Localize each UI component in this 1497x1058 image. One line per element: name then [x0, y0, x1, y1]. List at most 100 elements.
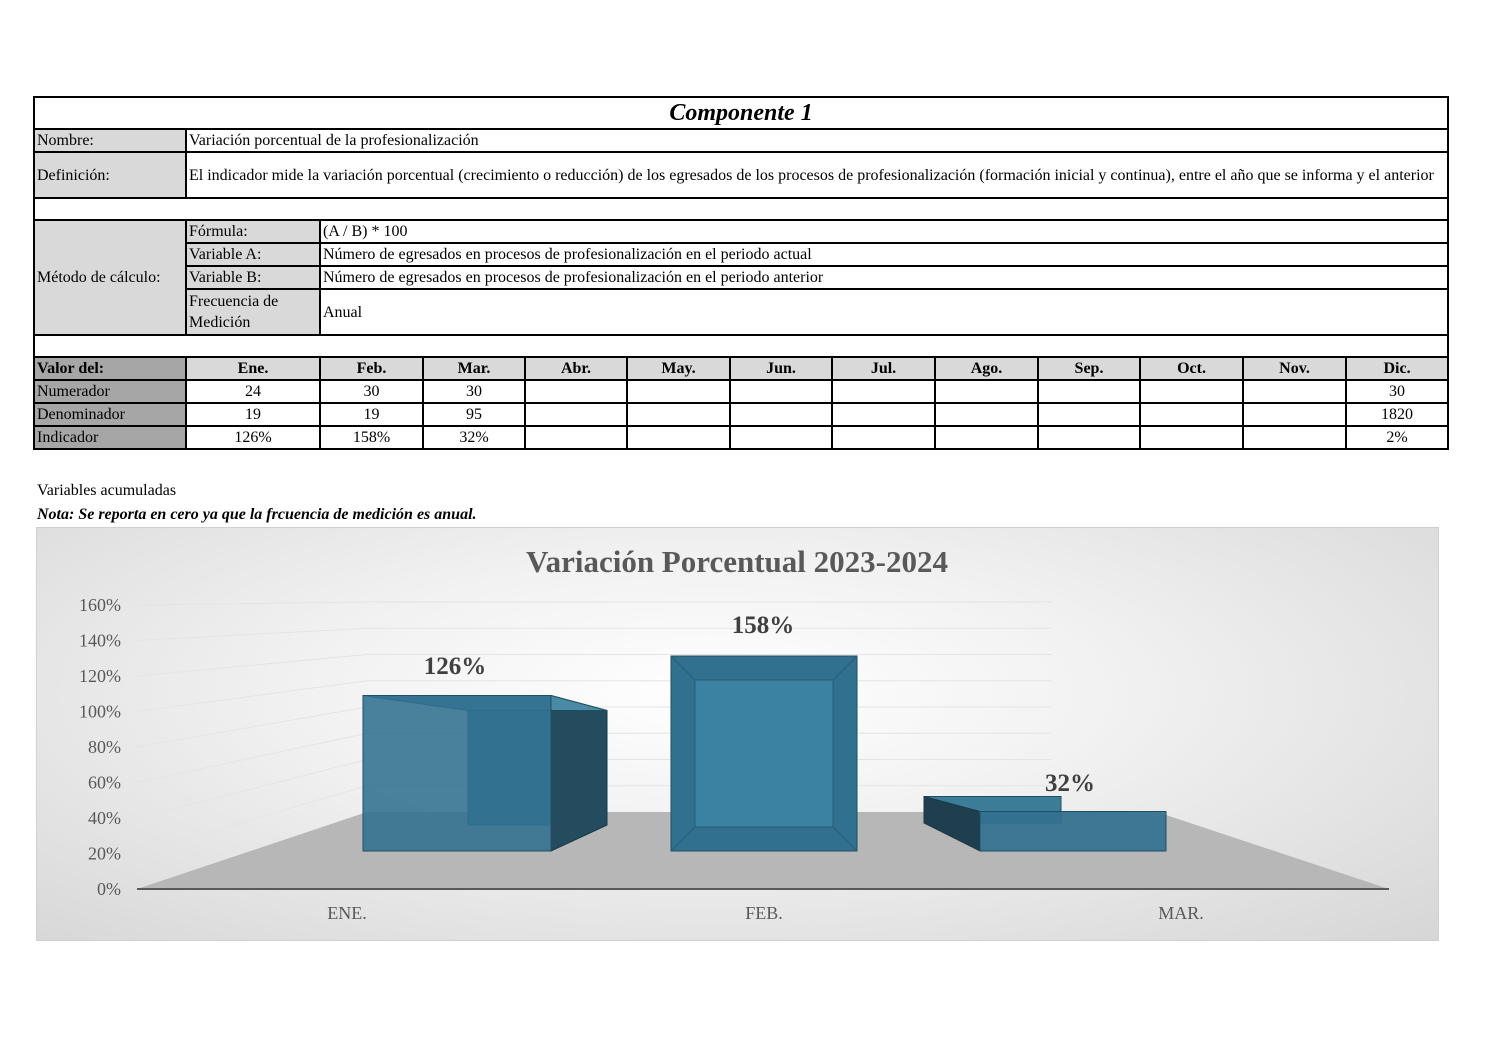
data-label: 126%	[424, 653, 487, 680]
var-a-value: Número de egresados en procesos de profe…	[318, 242, 1450, 267]
spacer-row	[32, 334, 1450, 358]
y-tick-label: 60%	[88, 773, 121, 793]
table-cell: 2%	[1344, 425, 1450, 450]
table-cell: 95	[422, 402, 526, 427]
sheet-title: Componente 1	[32, 96, 1450, 130]
table-cell	[729, 425, 833, 450]
row-label: Denominador	[33, 402, 187, 427]
bar-side-face	[550, 694, 608, 852]
month-header: Dic.	[1344, 356, 1450, 381]
data-label: 32%	[1045, 770, 1095, 797]
y-tick-label: 140%	[79, 631, 121, 651]
table-cell	[831, 425, 936, 450]
table-cell	[1037, 402, 1141, 427]
month-header: Jul.	[831, 356, 936, 381]
bar-front-face	[362, 694, 552, 852]
bar-front-face	[979, 811, 1167, 852]
frecuencia-note: Nota: Se reporta en cero ya que la frcue…	[37, 506, 477, 523]
grid-line	[136, 732, 368, 783]
table-cell: 158%	[319, 425, 424, 450]
month-header: Ene.	[185, 356, 321, 381]
table-cell	[626, 379, 731, 404]
bar-edge	[670, 655, 696, 681]
grid-line	[136, 785, 368, 854]
formula-value: (A / B) * 100	[318, 219, 1450, 244]
formula-label: Fórmula:	[185, 219, 321, 244]
table-cell: 32%	[422, 425, 526, 450]
numerador-row: Numerador 24 30 30 30	[33, 379, 1450, 404]
valor-header: Valor del:	[33, 356, 187, 381]
table-cell	[524, 379, 628, 404]
nombre-value: Variación porcentual de la profesionaliz…	[184, 128, 1450, 153]
y-tick-label: 40%	[88, 808, 121, 828]
month-header: May.	[626, 356, 731, 381]
table-cell	[1037, 379, 1141, 404]
month-header: Oct.	[1139, 356, 1244, 381]
grid-line	[136, 759, 368, 819]
table-cell	[1242, 402, 1347, 427]
bar-1	[362, 694, 608, 852]
table-cell	[934, 425, 1039, 450]
table-cell	[626, 425, 731, 450]
bar-2	[670, 655, 858, 852]
row-label: Numerador	[33, 379, 187, 404]
table-cell: 1820	[1344, 402, 1450, 427]
frecuencia-value: Anual	[318, 288, 1450, 336]
y-tick-label: 120%	[79, 666, 121, 686]
table-cell	[1139, 379, 1244, 404]
month-header: Jun.	[729, 356, 833, 381]
var-a-label: Variable A:	[185, 242, 321, 267]
row-label: Indicador	[33, 425, 187, 450]
variables-acumuladas-note: Variables acumuladas	[37, 482, 177, 499]
grid-line	[136, 680, 368, 712]
definicion-value: El indicador mide la variación porcentua…	[184, 151, 1450, 199]
grid-line	[136, 706, 368, 748]
table-cell	[729, 402, 833, 427]
denominador-row: Denominador 19 19 95 1820	[33, 402, 1450, 427]
chart-area: 0% 20% 40% 60% 80% 100% 120% 140% 160% 126% ENE. 15…	[36, 527, 1439, 941]
y-tick-label: 100%	[79, 702, 121, 722]
var-b-value: Número de egresados en procesos de profe…	[318, 265, 1450, 290]
metodo-label: Método de cálculo:	[33, 219, 187, 336]
bar-chart-svg: 0% 20% 40% 60% 80% 100% 120% 140% 160% 126% ENE. 15…	[79, 544, 1389, 923]
month-header: Nov.	[1242, 356, 1347, 381]
table-cell	[934, 379, 1039, 404]
table-cell	[524, 402, 628, 427]
var-b-label: Variable B:	[185, 265, 321, 290]
bar-3	[923, 795, 1167, 852]
table-cell	[1037, 425, 1141, 450]
definicion-label: Definición:	[33, 151, 187, 199]
y-tick-label: 160%	[79, 595, 121, 615]
x-category-label: FEB.	[745, 903, 783, 923]
month-header: Feb.	[319, 356, 424, 381]
table-cell: 30	[1344, 379, 1450, 404]
grid-line	[136, 601, 368, 606]
table-cell: 30	[422, 379, 526, 404]
table-cell	[1139, 425, 1244, 450]
y-tick-label: 0%	[97, 879, 121, 899]
table-cell: 126%	[185, 425, 321, 450]
bar-edge	[832, 655, 858, 681]
table-cell	[626, 402, 731, 427]
y-tick-label: 80%	[88, 737, 121, 757]
bar-edge	[670, 826, 696, 852]
table-cell	[1139, 402, 1244, 427]
bar-edge	[832, 826, 858, 852]
frecuencia-label: Frecuencia de Medición	[185, 288, 321, 336]
grid-line	[136, 654, 368, 677]
nombre-label: Nombre:	[33, 128, 187, 153]
table-cell: 30	[319, 379, 424, 404]
indicador-row: Indicador 126% 158% 32% 2%	[33, 425, 1450, 450]
table-cell	[831, 379, 936, 404]
table-cell	[524, 425, 628, 450]
grid-line	[136, 627, 368, 641]
table-cell	[831, 402, 936, 427]
month-header: Sep.	[1037, 356, 1141, 381]
table-cell	[1242, 425, 1347, 450]
month-header: Abr.	[524, 356, 628, 381]
table-cell	[934, 402, 1039, 427]
month-header: Ago.	[934, 356, 1039, 381]
table-cell: 19	[185, 402, 321, 427]
y-tick-label: 20%	[88, 844, 121, 864]
indicator-sheet: Componente 1 Nombre: Variación porcentua…	[32, 96, 1450, 450]
